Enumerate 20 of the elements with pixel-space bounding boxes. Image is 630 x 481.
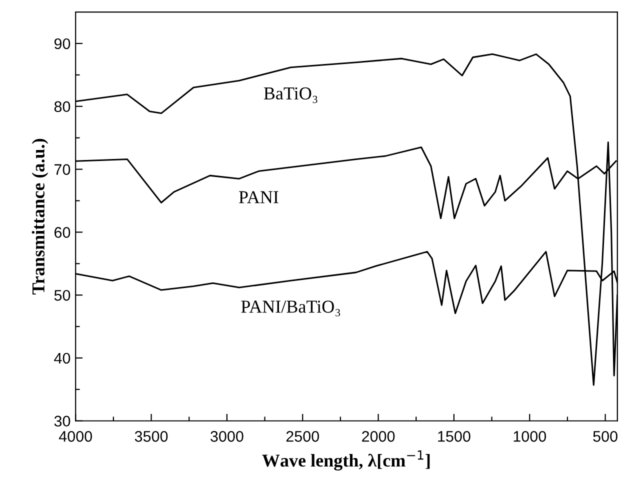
x-tick-label: 2000 [362, 431, 395, 442]
y-tick-label: 50 [54, 290, 70, 301]
y-tick-label: 40 [54, 352, 70, 364]
x-tick-label: 1000 [514, 431, 546, 442]
x-tick-label: 2500 [286, 431, 320, 442]
x-tick-label: 3500 [134, 431, 168, 442]
x-tick-label: 3000 [210, 431, 244, 442]
series-label: PANI [239, 191, 278, 204]
y-tick-label: 80 [54, 101, 70, 112]
x-tick-label: 500 [593, 431, 618, 442]
x-tick-label: 1500 [438, 431, 470, 442]
y-tick-label: 60 [54, 227, 70, 238]
y-tick-label: 90 [54, 38, 70, 50]
y-tick-label: 30 [54, 416, 70, 427]
series-label: PANI/BaTiO₃ [241, 300, 340, 316]
y-axis-title: Transmittance (a.u.) [32, 138, 48, 294]
series-label: BaTiO₃ [264, 87, 318, 104]
y-tick-label: 70 [54, 164, 70, 175]
x-tick-label: 4000 [58, 431, 92, 442]
x-axis-title: Wave length, λ[cm$^{−1}$] [262, 450, 430, 471]
